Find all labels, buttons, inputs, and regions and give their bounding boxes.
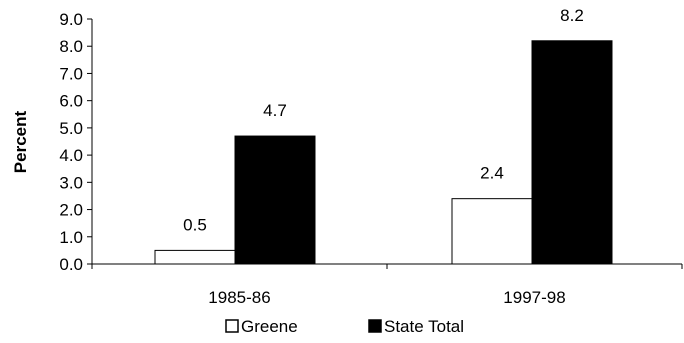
data-label: 4.7 [263, 101, 287, 120]
legend-label: Greene [241, 317, 298, 336]
x-tick-label: 1985-86 [208, 288, 270, 307]
y-tick-label: 8.0 [59, 37, 83, 56]
y-tick-label: 3.0 [59, 173, 83, 192]
bar-greene [154, 249, 236, 265]
bars [154, 40, 613, 265]
legend-swatch-state-total [368, 319, 382, 333]
bar-state-total [234, 135, 316, 265]
y-tick-label: 0.0 [59, 255, 83, 274]
legend-label: State Total [384, 317, 464, 336]
bar-greene [451, 198, 533, 265]
data-label: 8.2 [560, 6, 584, 25]
legend: Greene State Total [225, 317, 464, 336]
x-ticks: 1985-86 1997-98 [91, 264, 683, 307]
data-labels: 0.5 4.7 2.4 8.2 [183, 6, 584, 235]
y-tick-label: 5.0 [59, 119, 83, 138]
y-tick-label: 2.0 [59, 201, 83, 220]
y-axis-label: Percent [11, 110, 30, 173]
y-tick-label: 4.0 [59, 146, 83, 165]
data-label: 2.4 [480, 164, 504, 183]
bar-state-total [531, 40, 613, 265]
y-tick-label: 6.0 [59, 92, 83, 111]
y-tick-label: 7.0 [59, 64, 83, 83]
legend-swatch-greene [225, 319, 239, 333]
x-tick-label: 1997-98 [503, 288, 565, 307]
data-label: 0.5 [183, 215, 207, 234]
y-tick-label: 1.0 [59, 228, 83, 247]
y-tick-label: 9.0 [59, 10, 83, 29]
y-ticks: 0.0 1.0 2.0 3.0 4.0 5.0 6.0 7.0 8.0 9.0 [59, 10, 92, 274]
